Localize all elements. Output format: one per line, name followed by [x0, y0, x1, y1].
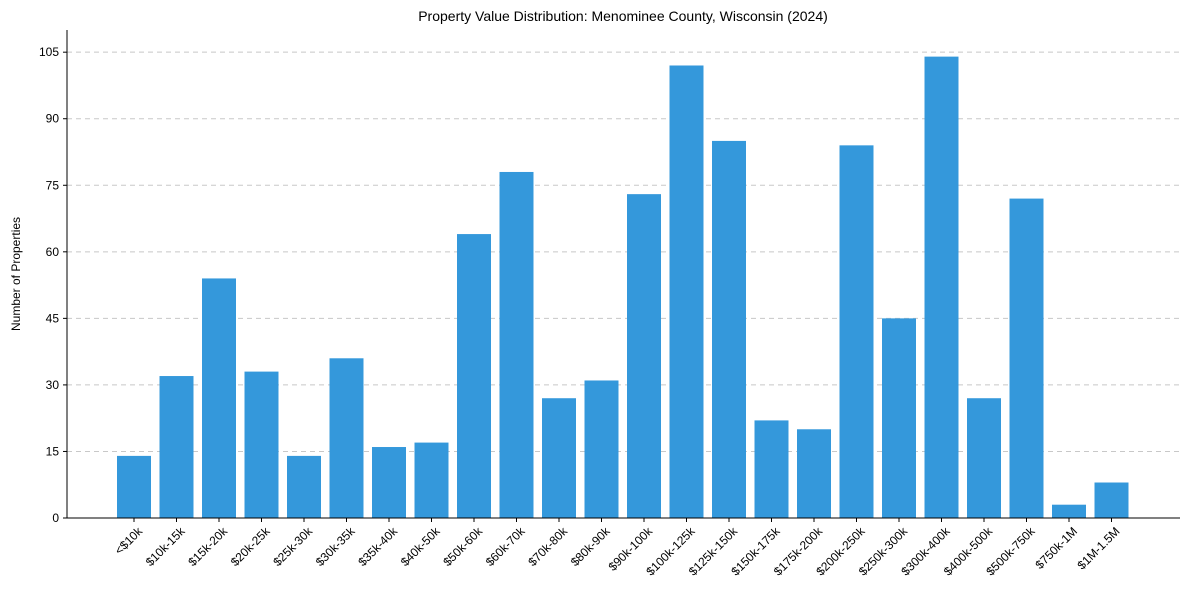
bars	[117, 56, 1129, 519]
y-tick-label-15: 15	[46, 444, 60, 458]
x-tick-label-9: $60k-70k	[483, 524, 529, 570]
bar-10	[542, 398, 576, 518]
bar-22	[1052, 504, 1086, 518]
y-tick-label-105: 105	[39, 45, 59, 59]
y-tick-label-45: 45	[46, 311, 60, 325]
bar-19	[924, 56, 959, 518]
bar-9	[499, 171, 534, 519]
x-ticks: <$10k$10k-15k$15k-20k$20k-25k$25k-30k$30…	[112, 518, 1123, 578]
bar-20	[967, 398, 1001, 518]
y-ticks: 0 15 30 45 60 75 90 105	[39, 45, 67, 525]
bar-17	[839, 145, 874, 518]
bar-0	[117, 455, 151, 518]
y-tick-label-75: 75	[46, 178, 60, 192]
x-tick-label-23: $1M-1.5M	[1075, 524, 1123, 572]
y-tick-label-0: 0	[52, 511, 59, 525]
x-tick-label-3: $20k-25k	[228, 524, 274, 570]
bar-11	[584, 380, 619, 518]
x-tick-label-1: $10k-15k	[143, 524, 189, 570]
bar-7	[414, 442, 449, 518]
bar-5	[329, 358, 364, 518]
bar-21	[1009, 198, 1044, 518]
x-tick-label-5: $30k-35k	[313, 524, 359, 570]
y-tick-label-30: 30	[46, 378, 60, 392]
x-tick-label-8: $50k-60k	[440, 524, 486, 570]
bar-4	[287, 455, 321, 518]
bar-23	[1094, 482, 1129, 518]
bar-6	[372, 447, 406, 518]
bar-1	[159, 376, 194, 518]
y-axis-label: Number of Properties	[9, 217, 23, 331]
bar-2	[202, 278, 236, 518]
x-tick-label-0: <$10k	[112, 524, 146, 558]
bar-15	[754, 420, 789, 518]
bar-13	[669, 65, 704, 518]
bar-8	[457, 234, 491, 518]
x-tick-label-7: $40k-50k	[398, 524, 444, 570]
bar-16	[797, 429, 831, 518]
bar-12	[627, 194, 661, 519]
bar-14	[712, 140, 746, 518]
y-tick-label-60: 60	[46, 245, 60, 259]
x-tick-label-2: $15k-20k	[185, 524, 231, 570]
y-tick-label-90: 90	[46, 112, 60, 126]
x-tick-label-4: $25k-30k	[270, 524, 316, 570]
bar-18	[882, 318, 916, 518]
chart-title: Property Value Distribution: Menominee C…	[418, 8, 828, 24]
bar-3	[244, 371, 279, 518]
x-tick-label-10: $70k-80k	[525, 524, 571, 570]
x-tick-label-22: $750k-1M	[1032, 524, 1080, 572]
axes	[66, 30, 1180, 519]
x-tick-label-6: $35k-40k	[355, 524, 401, 570]
